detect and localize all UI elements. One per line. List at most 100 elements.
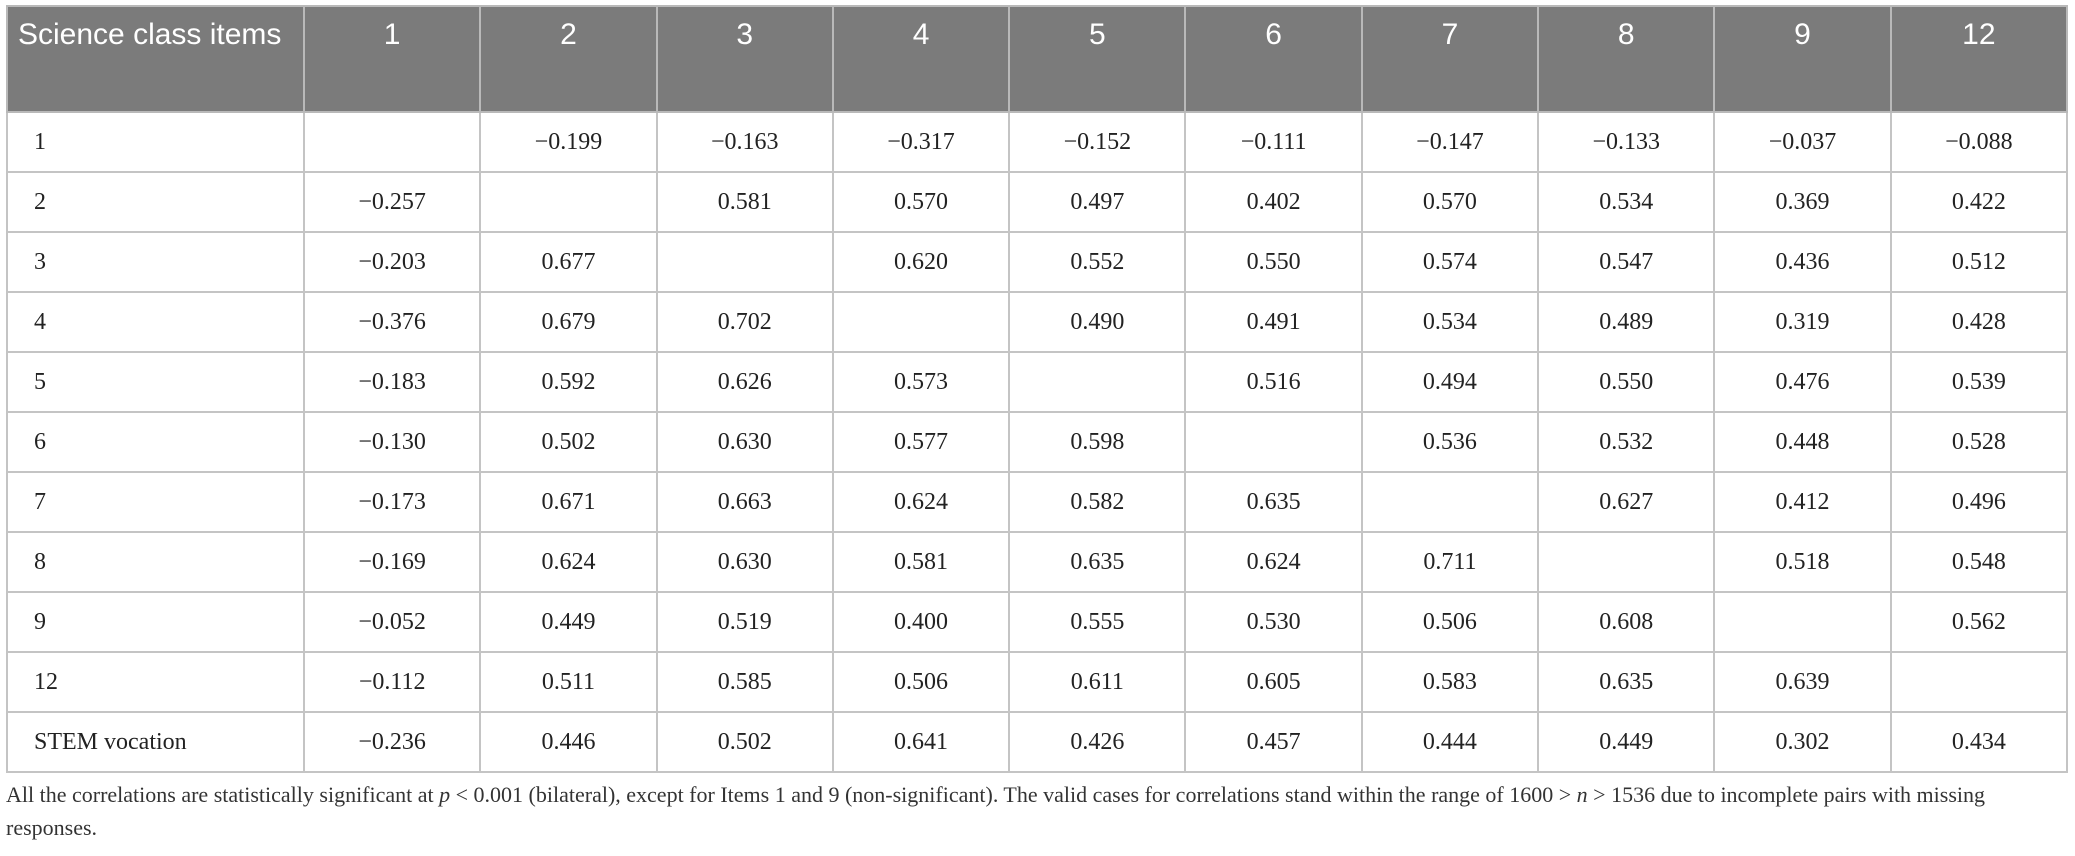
table-cell: −0.169 <box>302 531 482 593</box>
table-cell: 0.490 <box>1008 291 1187 353</box>
header-cell: 8 <box>1537 5 1716 113</box>
table-cell: −0.152 <box>1008 111 1187 173</box>
table-cell: −0.183 <box>302 351 482 413</box>
table-row: 5 −0.183 0.592 0.626 0.573 0.516 0.494 0.550 0.4… <box>6 351 2069 413</box>
table-cell: 0.539 <box>1889 351 2069 413</box>
table-row: 3 −0.203 0.677 0.620 0.552 0.550 0.574 0.547 0.4… <box>6 231 2069 293</box>
table-cell: 0.635 <box>1184 471 1363 533</box>
table-cell: 0.457 <box>1184 711 1363 773</box>
table-cell: −0.037 <box>1713 111 1892 173</box>
table-cell: 0.581 <box>655 171 834 233</box>
table-cell: 0.497 <box>1008 171 1187 233</box>
table-cell: −0.088 <box>1889 111 2069 173</box>
table-cell: 0.449 <box>479 591 658 653</box>
table-cell: 0.573 <box>831 351 1011 413</box>
table-cell: −0.173 <box>302 471 482 533</box>
table-cell: 0.448 <box>1713 411 1892 473</box>
table-cell <box>302 111 482 173</box>
header-cell: 2 <box>479 5 658 113</box>
table-cell: 0.598 <box>1008 411 1187 473</box>
header-cell: 7 <box>1360 5 1540 113</box>
table-cell: 0.426 <box>1008 711 1187 773</box>
table-cell: 0.534 <box>1537 171 1716 233</box>
table-cell: −0.376 <box>302 291 482 353</box>
table-row: 2 −0.257 0.581 0.570 0.497 0.402 0.570 0.534 0.3… <box>6 171 2069 233</box>
table-cell: 0.528 <box>1889 411 2069 473</box>
table-cell <box>831 291 1011 353</box>
table-cell: 0.624 <box>1184 531 1363 593</box>
table-row: 4 −0.376 0.679 0.702 0.490 0.491 0.534 0.489 0.3… <box>6 291 2069 353</box>
note-text: < 0.001 (bilateral), except for Items 1 … <box>450 782 1577 807</box>
note-italic: p <box>439 782 451 807</box>
row-label: 4 <box>6 291 305 353</box>
row-label: 6 <box>6 411 305 473</box>
table-row: STEM vocation −0.236 0.446 0.502 0.641 0.426 0… <box>6 711 2069 773</box>
table-cell: 0.570 <box>1360 171 1540 233</box>
table-cell: 0.570 <box>831 171 1011 233</box>
table-cell: 0.562 <box>1889 591 2069 653</box>
row-label: STEM vocation <box>6 711 305 773</box>
row-label: 5 <box>6 351 305 413</box>
header-cell: 6 <box>1184 5 1363 113</box>
table-cell: −0.112 <box>302 651 482 713</box>
table-cell: 0.548 <box>1889 531 2069 593</box>
table-cell <box>1008 351 1187 413</box>
table-cell: 0.302 <box>1713 711 1892 773</box>
table-cell: 0.519 <box>655 591 834 653</box>
table-cell: 0.402 <box>1184 171 1363 233</box>
table-cell: 0.635 <box>1008 531 1187 593</box>
correlation-table: Science class items 1 2 3 4 5 6 7 8 9 12 1 −0.199 −0… <box>6 5 2069 773</box>
table-cell: 0.444 <box>1360 711 1540 773</box>
table-row: 7 −0.173 0.671 0.663 0.624 0.582 0.635 0.627 0.4… <box>6 471 2069 533</box>
table-cell: 0.491 <box>1184 291 1363 353</box>
table-cell: 0.620 <box>831 231 1011 293</box>
table-row: 12 −0.112 0.511 0.585 0.506 0.611 0.605 0.583 0.… <box>6 651 2069 713</box>
row-label: 9 <box>6 591 305 653</box>
table-cell: 0.550 <box>1184 231 1363 293</box>
table-cell: 0.626 <box>655 351 834 413</box>
table-cell: 0.530 <box>1184 591 1363 653</box>
table-cell: 0.630 <box>655 411 834 473</box>
table-cell: −0.052 <box>302 591 482 653</box>
table-cell: 0.581 <box>831 531 1011 593</box>
table-cell: 0.585 <box>655 651 834 713</box>
table-cell: 0.630 <box>655 531 834 593</box>
table-row: 6 −0.130 0.502 0.630 0.577 0.598 0.536 0.532 0.4… <box>6 411 2069 473</box>
table-cell: −0.257 <box>302 171 482 233</box>
table-cell: 0.369 <box>1713 171 1892 233</box>
header-cell: 1 <box>302 5 482 113</box>
table-cell: −0.199 <box>479 111 658 173</box>
table-body: 1 −0.199 −0.163 −0.317 −0.152 −0.111 −0.147 −0.… <box>6 111 2069 773</box>
note-italic: n <box>1576 782 1588 807</box>
header-cell: 12 <box>1889 5 2069 113</box>
table-cell: 0.496 <box>1889 471 2069 533</box>
row-label: 12 <box>6 651 305 713</box>
table-cell: 0.583 <box>1360 651 1540 713</box>
header-cell: 3 <box>655 5 834 113</box>
table-row: 1 −0.199 −0.163 −0.317 −0.152 −0.111 −0.147 −0.… <box>6 111 2069 173</box>
table-cell: 0.639 <box>1713 651 1892 713</box>
note-text: All the correlations are statistically s… <box>6 782 440 807</box>
table-cell: 0.679 <box>479 291 658 353</box>
table-cell: 0.516 <box>1184 351 1363 413</box>
table-cell: 0.400 <box>831 591 1011 653</box>
table-cell <box>1537 531 1716 593</box>
table-cell: −0.130 <box>302 411 482 473</box>
table-cell: 0.476 <box>1713 351 1892 413</box>
table-cell: 0.605 <box>1184 651 1363 713</box>
table-cell: 0.534 <box>1360 291 1540 353</box>
table-cell <box>1889 651 2069 713</box>
table-cell: 0.502 <box>655 711 834 773</box>
table-cell: 0.552 <box>1008 231 1187 293</box>
table-cell: −0.203 <box>302 231 482 293</box>
row-label: 2 <box>6 171 305 233</box>
table-cell: 0.550 <box>1537 351 1716 413</box>
header-cell: 5 <box>1008 5 1187 113</box>
table-cell: 0.511 <box>479 651 658 713</box>
table-cell: 0.436 <box>1713 231 1892 293</box>
table-cell: 0.506 <box>1360 591 1540 653</box>
table-cell <box>479 171 658 233</box>
table-cell: 0.608 <box>1537 591 1716 653</box>
